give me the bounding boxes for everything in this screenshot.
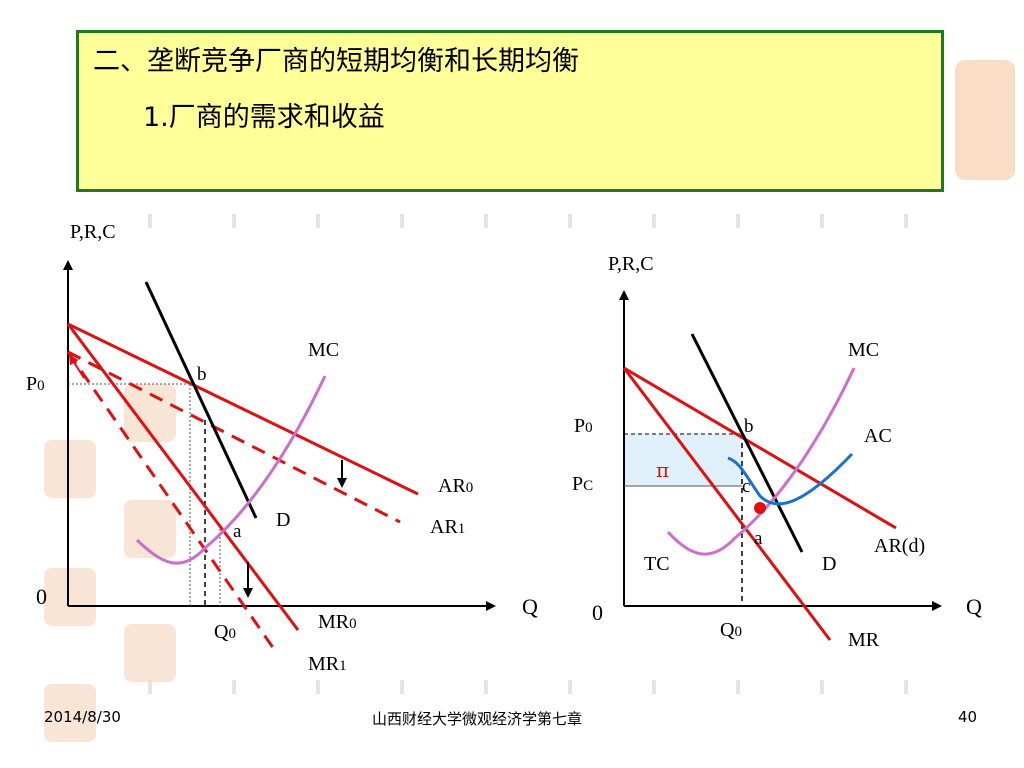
seal-decoration xyxy=(955,60,1015,180)
right-origin-label: 0 xyxy=(592,600,603,625)
left-ar1-label: AR1 xyxy=(430,516,465,538)
profit-symbol: π xyxy=(656,458,669,482)
left-ar0-curve xyxy=(67,322,419,496)
left-x-axis-label: Q xyxy=(522,594,538,619)
right-ard-curve xyxy=(623,366,897,530)
left-mr0-curve xyxy=(66,323,300,631)
right-tc-label: TC xyxy=(644,553,670,575)
left-mr1-label: MR1 xyxy=(308,653,347,675)
left-mc-curve xyxy=(135,375,327,565)
right-pc-label: PC xyxy=(572,473,593,495)
right-diagram: P,R,C Q 0 P0 PC Q0 π b c a MC AC AR(d) D… xyxy=(572,253,982,651)
seal-stamp xyxy=(44,440,96,498)
page-number: 40 xyxy=(958,708,978,726)
left-p0-label: P0 xyxy=(26,373,45,395)
right-point-b: b xyxy=(744,416,754,437)
right-ac-label: AC xyxy=(864,425,892,447)
left-point-a: a xyxy=(233,521,242,542)
right-mr-curve xyxy=(622,367,832,641)
left-point-b: b xyxy=(197,364,207,385)
slide-heading: 二、垄断竞争厂商的短期均衡和长期均衡 xyxy=(93,46,579,77)
footer-source: 山西财经大学微观经济学第七章 xyxy=(372,710,583,728)
left-q0-label: Q0 xyxy=(214,621,236,643)
seal-stamp xyxy=(124,500,176,558)
left-d-label: D xyxy=(276,509,290,531)
right-ard-label: AR(d) xyxy=(874,535,925,557)
right-mc-label: MC xyxy=(848,339,879,361)
right-point-c: c xyxy=(742,476,750,497)
left-diagram: P,R,C Q 0 P0 Q0 b a MC D AR0 AR1 MR0 MR1 xyxy=(26,221,538,675)
right-mr-label: MR xyxy=(848,629,880,651)
right-q0-label: Q0 xyxy=(720,619,742,641)
mr-mc-intersection xyxy=(754,502,766,514)
left-mr0-label: MR0 xyxy=(318,611,357,633)
left-origin-label: 0 xyxy=(36,584,47,609)
footer-date: 2014/8/30 xyxy=(44,708,121,726)
right-p0-label: P0 xyxy=(574,415,593,437)
right-demand-curve xyxy=(690,333,804,553)
left-y-axis-label: P,R,C xyxy=(70,221,116,243)
seal-stamp xyxy=(124,624,176,682)
left-mr1-curve xyxy=(66,351,278,653)
right-d-label: D xyxy=(822,553,836,575)
left-demand-curve xyxy=(144,281,258,519)
right-y-axis-label: P,R,C xyxy=(608,253,654,275)
left-red-arrow xyxy=(68,354,85,379)
seal-stamp xyxy=(44,684,96,742)
right-point-a: a xyxy=(754,528,763,549)
right-ac-curve xyxy=(727,452,854,506)
title-box: 二、垄断竞争厂商的短期均衡和长期均衡 1.厂商的需求和收益 xyxy=(76,30,944,192)
right-mc-curve xyxy=(666,367,856,556)
left-ar0-label: AR0 xyxy=(438,475,473,497)
seal-stamp xyxy=(44,568,96,626)
profit-area xyxy=(624,434,742,486)
slide-subheading: 1.厂商的需求和收益 xyxy=(143,102,385,133)
right-x-axis-label: Q xyxy=(966,594,982,619)
left-ar1-curve xyxy=(67,350,401,524)
left-mc-label: MC xyxy=(308,339,339,361)
